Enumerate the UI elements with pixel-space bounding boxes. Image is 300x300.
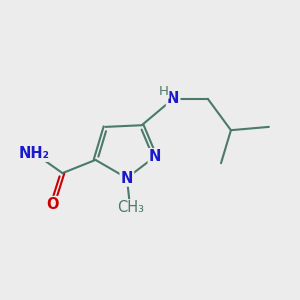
Text: N: N <box>167 91 179 106</box>
Text: N: N <box>149 149 161 164</box>
Text: CH₃: CH₃ <box>117 200 144 215</box>
Text: O: O <box>46 197 59 212</box>
Text: N: N <box>121 171 133 186</box>
Text: NH₂: NH₂ <box>19 146 50 161</box>
Text: H: H <box>159 85 169 98</box>
